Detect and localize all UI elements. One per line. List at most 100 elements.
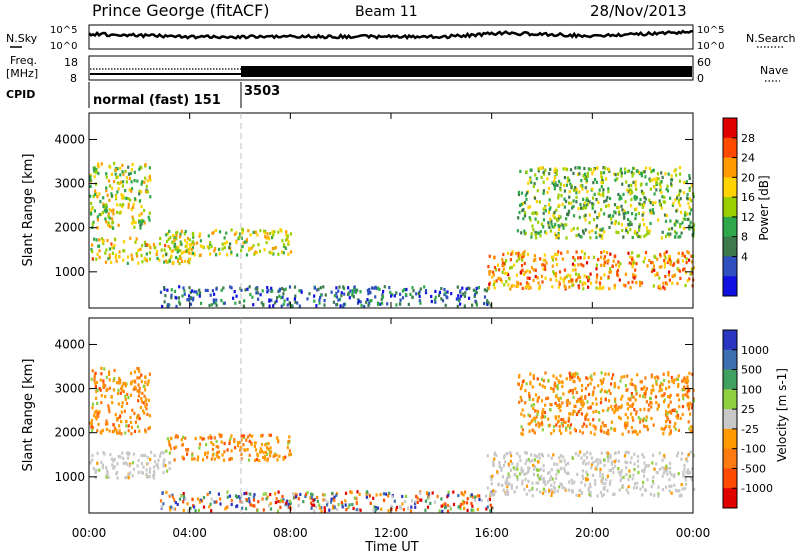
echo-cell-p1-r3-202 xyxy=(407,506,410,510)
echo-cell-p1-r3-290 xyxy=(474,495,477,499)
echo-cell-p0-r5-318 xyxy=(610,221,613,225)
echo-cell-p0-r5-560 xyxy=(520,231,523,235)
echo-cell-p1-r2-76 xyxy=(261,433,264,438)
echo-cell-p0-r5-409 xyxy=(635,169,638,173)
echo-cell-p0-r5-543 xyxy=(622,235,625,239)
echo-cell-p0-r0-135 xyxy=(131,221,134,225)
echo-cell-p0-r1-68 xyxy=(111,251,114,255)
echo-cell-p1-r5-511 xyxy=(660,427,663,431)
echo-cell-p0-r5-413 xyxy=(548,186,551,190)
echo-cell-p1-r3-268 xyxy=(379,493,382,497)
echo-cell-p0-r3-107 xyxy=(347,286,350,290)
echo-cell-p0-r4-344 xyxy=(639,281,642,285)
echo-cell-p1-r4-391 xyxy=(516,467,519,471)
echo-cell-p0-r3-163 xyxy=(318,298,321,302)
echo-cell-p1-r0-43 xyxy=(133,411,136,416)
echo-cell-p1-r2-73 xyxy=(216,455,219,459)
echo-cell-p0-r3-252 xyxy=(411,286,414,290)
echo-cell-p1-r1-95 xyxy=(150,450,153,454)
echo-cell-p1-r3-305 xyxy=(415,494,418,498)
echo-cell-p0-r3-180 xyxy=(430,294,433,299)
echo-cell-p1-r2-111 xyxy=(287,441,290,446)
echo-cell-p1-r4-143 xyxy=(643,467,646,471)
echo-cell-p1-r3-6 xyxy=(488,497,491,501)
echo-cell-p0-r0-68 xyxy=(116,203,119,207)
echo-cell-p0-r2-134 xyxy=(256,233,259,237)
echo-cell-p1-r2-10 xyxy=(167,439,171,443)
echo-cell-p1-r1-89 xyxy=(148,470,151,474)
echo-cell-p0-r0-30 xyxy=(130,207,133,211)
echo-cell-p1-r5-153 xyxy=(677,374,680,378)
echo-cell-p1-r3-177 xyxy=(297,504,300,508)
echo-cell-p0-r2-93 xyxy=(268,237,271,241)
echo-cell-p1-r4-38 xyxy=(604,482,607,486)
echo-cell-p1-r3-106 xyxy=(466,497,469,501)
echo-cell-p0-r1-5 xyxy=(188,251,191,255)
echo-cell-p0-r0-143 xyxy=(144,176,147,180)
echo-cell-p0-r3-307 xyxy=(222,286,225,290)
echo-cell-p1-r4-274 xyxy=(662,471,665,475)
echo-cell-p1-r1-47 xyxy=(163,458,166,462)
echo-cell-p0-r4-187 xyxy=(684,284,687,288)
echo-cell-p1-r5-29 xyxy=(556,403,559,408)
echo-cell-p1-r0-51 xyxy=(102,379,105,383)
echo-cell-p1-r2-102 xyxy=(278,454,281,458)
echo-cell-p0-r4-342 xyxy=(668,257,671,261)
echo-cell-p1-r4-351 xyxy=(510,454,513,458)
echo-cell-p1-r5-537 xyxy=(566,399,569,403)
echo-cell-p1-r0-189 xyxy=(140,400,143,404)
echo-cell-p1-r4-271 xyxy=(550,483,553,487)
echo-cell-p0-r5-276 xyxy=(557,232,560,236)
echo-cell-p1-r4-66 xyxy=(574,452,577,456)
echo-cell-p0-r3-48 xyxy=(163,286,166,290)
echo-cell-p0-r4-176 xyxy=(571,283,574,288)
echo-cell-p1-r4-280 xyxy=(536,468,539,472)
echo-cell-p0-r1-79 xyxy=(181,259,184,263)
echo-cell-p0-r4-369 xyxy=(542,258,545,262)
echo-cell-p1-r2-137 xyxy=(165,449,168,453)
echo-cell-p1-r5-464 xyxy=(661,383,664,387)
echo-cell-p1-r1-55 xyxy=(152,474,155,478)
echo-cell-p1-r1-79 xyxy=(125,451,129,455)
echo-cell-p1-r4-64 xyxy=(523,472,526,476)
echo-cell-p1-r2-22 xyxy=(267,447,270,451)
echo-cell-p1-r3-245 xyxy=(331,491,334,495)
echo-cell-p0-r5-508 xyxy=(643,223,646,227)
echo-cell-p1-r1-0 xyxy=(122,461,125,465)
echo-cell-p1-r0-135 xyxy=(142,384,145,389)
echo-cell-p1-r4-309 xyxy=(513,490,516,494)
echo-cell-p1-r4-18 xyxy=(548,470,551,474)
echo-cell-p0-r3-32 xyxy=(281,286,284,291)
echo-cell-p1-r4-286 xyxy=(589,484,592,489)
echo-cell-p1-r5-186 xyxy=(520,425,523,429)
echo-cell-p1-r5-515 xyxy=(624,384,627,388)
echo-cell-p1-r0-128 xyxy=(137,394,140,398)
echo-cell-p0-r5-599 xyxy=(596,216,599,220)
noise-panel-frame xyxy=(88,24,694,50)
echo-cell-p1-r4-169 xyxy=(549,478,552,482)
echo-cell-p1-r3-78 xyxy=(282,498,285,502)
echo-cell-p1-r5-47 xyxy=(687,407,690,411)
echo-cell-p0-r0-182 xyxy=(91,222,94,226)
echo-cell-p0-r5-419 xyxy=(553,179,556,183)
echo-cell-p1-r2-33 xyxy=(233,438,236,442)
echo-cell-p0-r4-302 xyxy=(509,287,512,291)
echo-cell-p0-r2-78 xyxy=(285,233,288,237)
echo-cell-p1-r5-301 xyxy=(577,397,580,401)
echo-cell-p1-r3-102 xyxy=(466,501,469,505)
echo-cell-p1-r4-68 xyxy=(633,452,636,456)
echo-cell-p1-r4-262 xyxy=(595,465,598,469)
echo-cell-p1-r0-146 xyxy=(125,424,128,428)
echo-cell-p1-r3-205 xyxy=(165,490,168,494)
echo-cell-p0-r3-269 xyxy=(446,290,449,294)
echo-cell-p1-r5-413 xyxy=(689,412,692,416)
echo-cell-p1-r1-24 xyxy=(129,462,132,466)
echo-cell-p1-r5-251 xyxy=(571,388,575,392)
echo-cell-p0-r5-549 xyxy=(680,210,683,214)
echo-cell-p1-r3-306 xyxy=(274,500,277,505)
echo-cell-p0-r5-98 xyxy=(516,229,519,233)
echo-cell-p0-r3-159 xyxy=(271,289,274,293)
echo-cell-p0-r5-304 xyxy=(566,176,569,180)
echo-cell-p0-r4-328 xyxy=(564,286,567,290)
echo-cell-p0-r0-73 xyxy=(96,218,99,222)
